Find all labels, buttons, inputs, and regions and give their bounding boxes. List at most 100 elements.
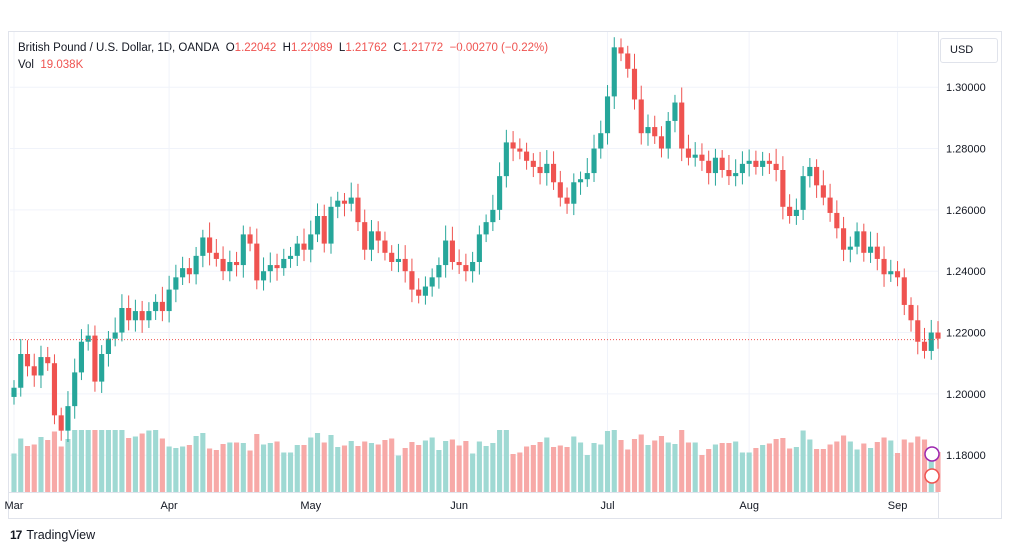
candle-body[interactable] xyxy=(220,258,226,272)
candle-body[interactable] xyxy=(463,265,469,272)
candle-body[interactable] xyxy=(814,166,820,186)
candle-body[interactable] xyxy=(510,142,516,149)
candle-body[interactable] xyxy=(335,200,341,207)
candle-body[interactable] xyxy=(739,163,745,174)
candle-body[interactable] xyxy=(260,271,267,281)
candle-body[interactable] xyxy=(584,173,590,180)
candle-body[interactable] xyxy=(631,68,638,100)
candle-body[interactable] xyxy=(658,136,665,149)
candle-body[interactable] xyxy=(598,133,604,149)
candle-body[interactable] xyxy=(328,206,334,244)
candle-body[interactable] xyxy=(227,262,233,272)
candle-body[interactable] xyxy=(874,246,880,259)
candle-body[interactable] xyxy=(186,268,192,275)
candle-body[interactable] xyxy=(436,265,442,278)
candle-body[interactable] xyxy=(153,301,159,312)
candle-body[interactable] xyxy=(867,246,874,253)
candle-body[interactable] xyxy=(476,234,482,262)
candle-body[interactable] xyxy=(524,151,530,161)
candle-body[interactable] xyxy=(449,240,455,262)
candle-body[interactable] xyxy=(146,311,152,321)
candle-body[interactable] xyxy=(591,148,597,174)
candle-body[interactable] xyxy=(847,246,853,250)
candle-body[interactable] xyxy=(294,243,300,256)
candle-body[interactable] xyxy=(820,185,826,198)
candle-body[interactable] xyxy=(611,47,617,97)
candle-body[interactable] xyxy=(274,265,280,269)
candle-body[interactable] xyxy=(31,366,37,376)
candle-body[interactable] xyxy=(685,148,692,158)
candle-body[interactable] xyxy=(422,286,428,296)
candle-body[interactable] xyxy=(200,237,206,256)
tradingview-logo[interactable]: 17 TradingView xyxy=(10,528,95,542)
candle-body[interactable] xyxy=(11,387,17,397)
candle-body[interactable] xyxy=(571,182,577,204)
candle-body[interactable] xyxy=(308,234,314,250)
candle-body[interactable] xyxy=(355,197,361,223)
candle-body[interactable] xyxy=(173,277,179,290)
candle-body[interactable] xyxy=(861,231,867,253)
candle-body[interactable] xyxy=(665,120,671,149)
candle-body[interactable] xyxy=(119,308,125,333)
candle-body[interactable] xyxy=(672,102,678,121)
candle-body[interactable] xyxy=(281,258,287,269)
candle-body[interactable] xyxy=(348,197,354,204)
candle-body[interactable] xyxy=(362,222,368,250)
candle-body[interactable] xyxy=(395,258,402,262)
candle-body[interactable] xyxy=(773,163,779,170)
candle-body[interactable] xyxy=(921,341,928,351)
candle-body[interactable] xyxy=(638,99,644,134)
candle-body[interactable] xyxy=(712,157,718,174)
candle-body[interactable] xyxy=(254,243,260,281)
candle-body[interactable] xyxy=(490,209,496,223)
candle-body[interactable] xyxy=(894,271,901,278)
candle-body[interactable] xyxy=(159,301,165,312)
candle-body[interactable] xyxy=(24,354,31,367)
candle-body[interactable] xyxy=(51,363,58,416)
calendar-icon[interactable] xyxy=(924,468,940,484)
candle-body[interactable] xyxy=(537,166,543,174)
candle-body[interactable] xyxy=(679,102,685,149)
candle-body[interactable] xyxy=(517,148,523,152)
candle-body[interactable] xyxy=(18,354,24,388)
candle-body[interactable] xyxy=(483,222,489,235)
candle-body[interactable] xyxy=(132,311,138,321)
candle-body[interactable] xyxy=(841,228,847,250)
candle-body[interactable] xyxy=(267,265,273,272)
candle-body[interactable] xyxy=(382,240,388,253)
candle-body[interactable] xyxy=(287,255,294,259)
candle-body[interactable] xyxy=(240,234,246,266)
candle-body[interactable] xyxy=(85,335,91,342)
candle-body[interactable] xyxy=(105,338,111,354)
candle-body[interactable] xyxy=(530,160,536,167)
candle-body[interactable] xyxy=(550,163,557,183)
candle-body[interactable] xyxy=(139,311,145,321)
candle-body[interactable] xyxy=(78,341,85,373)
candle-body[interactable] xyxy=(402,258,408,272)
candle-body[interactable] xyxy=(456,262,462,266)
candle-body[interactable] xyxy=(908,304,914,321)
candle-body[interactable] xyxy=(618,47,624,54)
candle-body[interactable] xyxy=(112,332,118,339)
candle-body[interactable] xyxy=(544,163,550,174)
candle-body[interactable] xyxy=(807,166,813,177)
candle-body[interactable] xyxy=(497,176,503,210)
candle-body[interactable] xyxy=(652,127,658,137)
candle-body[interactable] xyxy=(443,240,449,266)
candle-body[interactable] xyxy=(766,160,772,164)
candle-body[interactable] xyxy=(389,252,395,262)
candle-body[interactable] xyxy=(65,406,71,431)
candle-body[interactable] xyxy=(699,154,705,161)
candle-body[interactable] xyxy=(780,170,786,207)
candle-body[interactable] xyxy=(301,243,307,250)
candle-body[interactable] xyxy=(368,231,375,250)
candle-body[interactable] xyxy=(915,320,921,342)
candle-body[interactable] xyxy=(207,237,213,253)
candle-body[interactable] xyxy=(604,96,611,134)
candle-body[interactable] xyxy=(577,179,584,183)
candle-body[interactable] xyxy=(247,234,253,244)
candle-body[interactable] xyxy=(746,160,752,164)
candle-body[interactable] xyxy=(38,357,44,376)
candle-body[interactable] xyxy=(429,277,435,287)
